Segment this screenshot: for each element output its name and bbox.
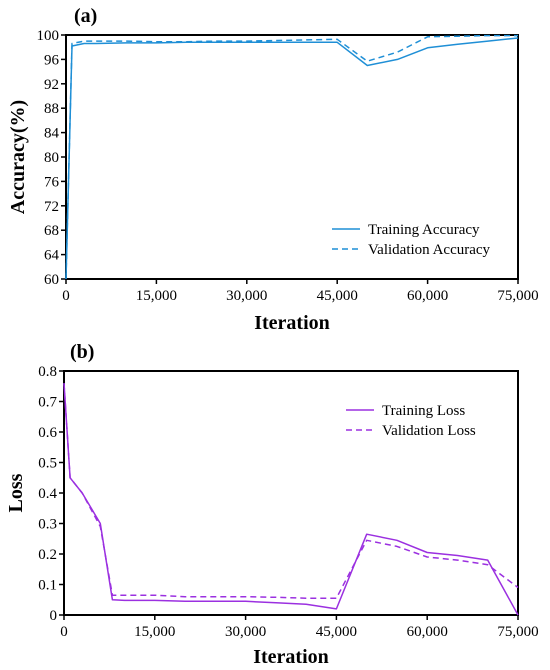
y-tick-label: 0.8	[38, 364, 57, 380]
legend-label-training-loss: Training Loss	[382, 403, 465, 419]
y-tick-label: 68	[44, 223, 59, 239]
x-tick-label: 75,000	[497, 288, 538, 304]
y-tick-label: 0.7	[38, 395, 57, 411]
validation-accuracy-line	[65, 34, 518, 280]
y-tick-label: 0.4	[38, 486, 57, 502]
legend-label-training-accuracy: Training Accuracy	[368, 222, 480, 238]
x-tick-label: 45,000	[316, 624, 357, 640]
y-tick-label: 88	[44, 101, 59, 117]
y-tick-label: 96	[44, 52, 60, 68]
training-accuracy-line	[65, 37, 519, 280]
y-tick-label: 92	[44, 77, 59, 93]
y-tick-label: 0.2	[38, 547, 57, 563]
training-loss-line	[63, 383, 519, 616]
x-tick-label: 60,000	[407, 288, 448, 304]
accuracy-chart: (a) 0 15,000 30,000 45,000 60,000 75,000 60 64…	[7, 5, 539, 334]
legend-label-validation-accuracy: Validation Accuracy	[368, 242, 491, 258]
legend-label-validation-loss: Validation Loss	[382, 423, 476, 439]
y-tick-label: 0.1	[38, 578, 57, 594]
x-tick-label: 0	[60, 624, 68, 640]
legend-loss: Training Loss Validation Loss	[346, 403, 476, 439]
x-tick-label: 0	[62, 288, 70, 304]
x-tick-label: 15,000	[134, 624, 175, 640]
y-tick-label: 76	[44, 174, 60, 190]
series-lines-accuracy	[65, 34, 519, 280]
x-axis-title-accuracy: Iteration	[254, 312, 330, 334]
y-tick-label: 0	[50, 608, 58, 624]
x-ticks-accuracy: 0 15,000 30,000 45,000 60,000 75,000	[62, 279, 539, 304]
y-axis-title-loss: Loss	[5, 473, 27, 512]
x-tick-label: 15,000	[136, 288, 177, 304]
y-axis-title-accuracy: Accuracy(%)	[7, 100, 29, 214]
x-tick-label: 75,000	[497, 624, 538, 640]
x-axis-title-loss: Iteration	[253, 646, 329, 668]
x-ticks-loss: 0 15,000 30,000 45,000 60,000 75,000	[60, 615, 539, 640]
y-tick-label: 0.5	[38, 456, 57, 472]
series-lines-loss	[63, 383, 519, 616]
panel-label-a: (a)	[74, 5, 97, 27]
validation-loss-line	[63, 383, 519, 599]
y-tick-label: 100	[37, 28, 60, 44]
x-tick-label: 30,000	[226, 288, 267, 304]
y-ticks-accuracy: 60 64 68 72 76 80 84 88 92 96 100	[37, 28, 66, 288]
y-tick-label: 0.6	[38, 425, 57, 441]
y-tick-label: 84	[44, 126, 60, 142]
y-tick-label: 80	[44, 150, 59, 166]
legend-accuracy: Training Accuracy Validation Accuracy	[332, 222, 491, 258]
y-tick-label: 60	[44, 272, 59, 288]
y-tick-label: 64	[44, 248, 60, 264]
y-tick-label: 0.3	[38, 517, 57, 533]
panel-label-b: (b)	[70, 341, 94, 363]
loss-chart: (b) 0 15,000 30,000 45,000 60,000 75,000 0 0.1…	[5, 341, 539, 668]
x-tick-label: 30,000	[225, 624, 266, 640]
y-ticks-loss: 0 0.1 0.2 0.3 0.4 0.5 0.6 0.7 0.8	[38, 364, 64, 624]
x-tick-label: 45,000	[317, 288, 358, 304]
x-tick-label: 60,000	[407, 624, 448, 640]
y-tick-label: 72	[44, 199, 59, 215]
